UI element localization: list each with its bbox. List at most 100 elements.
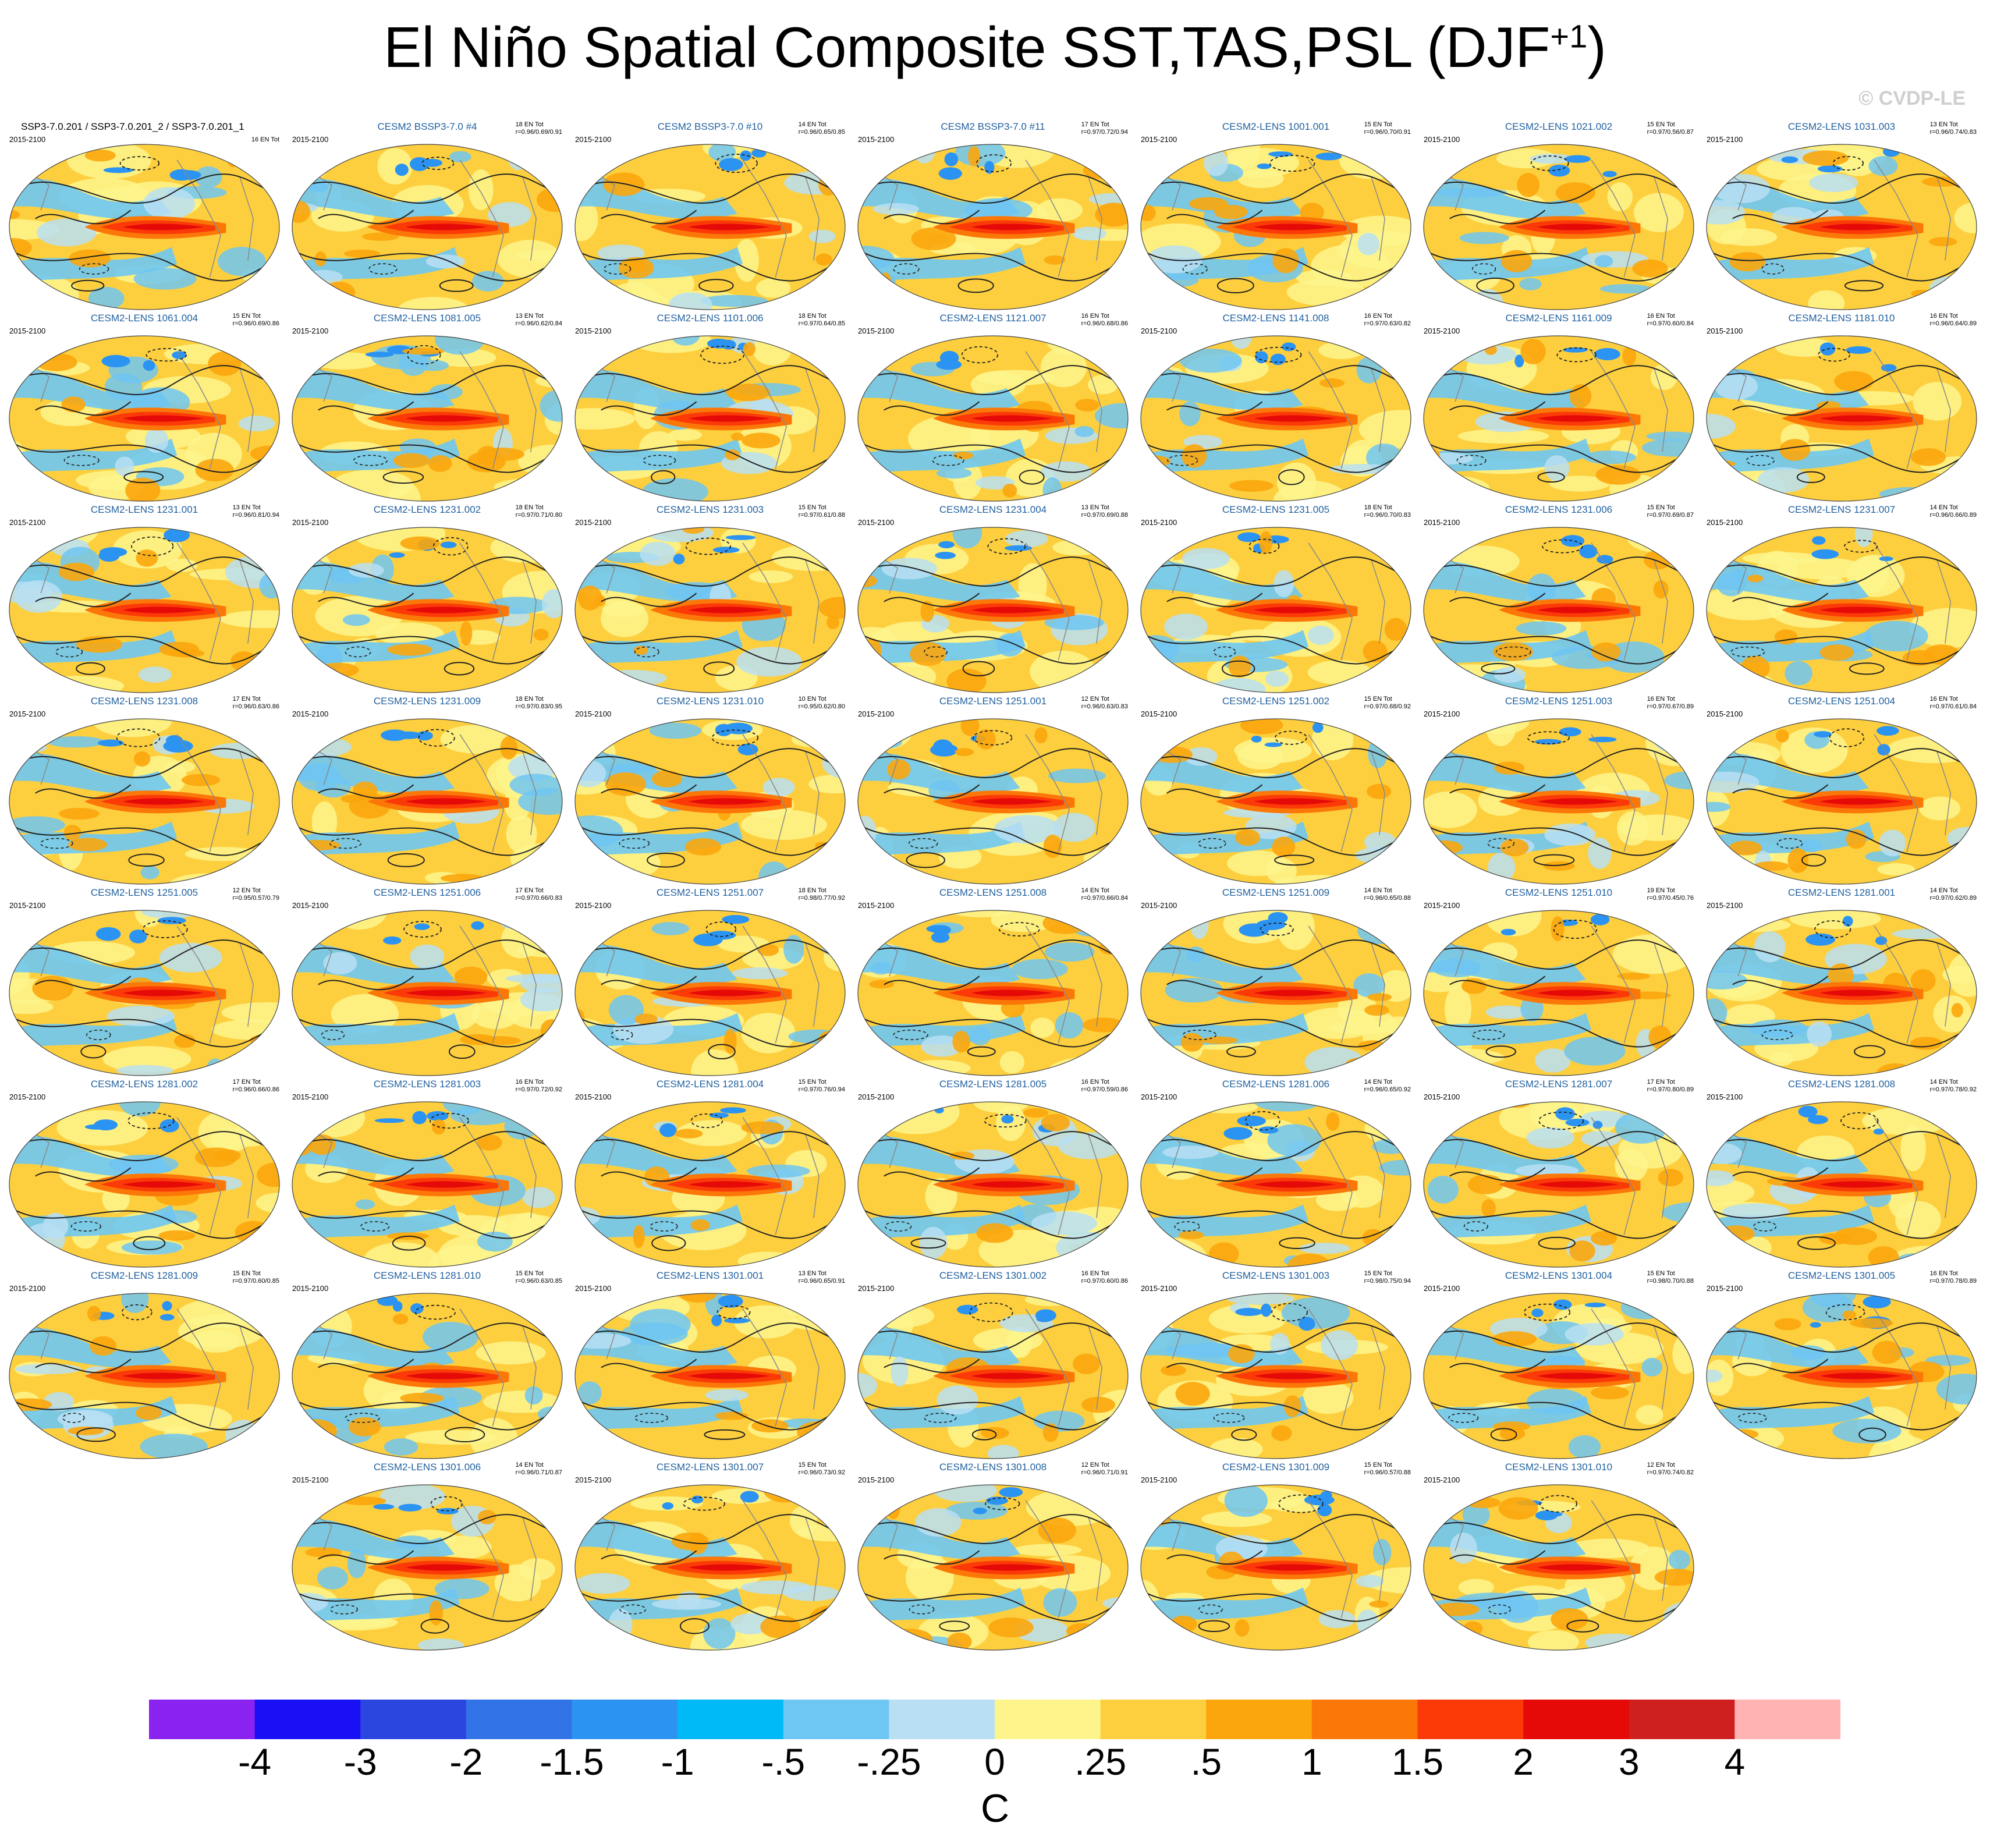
panel-count: 16 EN Tot r=0.97/0.60/0.84 <box>1647 313 1694 328</box>
panel-event-count: 14 EN Tot <box>1929 1079 1958 1086</box>
panel-period: 2015-2100 <box>858 1093 895 1101</box>
panel-period: 2015-2100 <box>9 518 46 527</box>
panel-title: CESM2-LENS 1031.003 <box>1787 121 1896 132</box>
panel-period: 2015-2100 <box>858 901 895 910</box>
panel-correlation: r=0.97/0.78/0.89 <box>1929 1278 1977 1285</box>
map-panel: CESM2-LENS 1301.002 2015-2100 16 EN Tot r=0… <box>854 1270 1131 1462</box>
panel-count: 13 EN Tot r=0.96/0.74/0.83 <box>1930 121 1977 136</box>
world-map <box>291 1292 563 1460</box>
panel-period: 2015-2100 <box>1707 327 1743 335</box>
panel-correlation: r=0.97/0.78/0.92 <box>1929 1086 1977 1093</box>
map-panel: CESM2-LENS 1251.002 2015-2100 15 EN Tot r=0… <box>1137 696 1414 888</box>
panel-correlation: r=0.96/0.63/0.85 <box>515 1278 562 1285</box>
panel-period: 2015-2100 <box>1707 710 1743 718</box>
world-map <box>1423 143 1695 311</box>
panel-count: 14 EN Tot r=0.96/0.65/0.88 <box>1364 887 1411 902</box>
world-map <box>8 1292 281 1460</box>
colorbar-swatch <box>1311 1700 1418 1739</box>
colorbar-swatch <box>149 1700 256 1739</box>
map-panel: CESM2-LENS 1251.007 2015-2100 18 EN Tot r=0… <box>572 887 849 1079</box>
panel-event-count: 10 EN Tot <box>798 696 826 703</box>
world-map <box>1705 335 1978 502</box>
panel-event-count: 16 EN Tot <box>1364 313 1392 320</box>
map-panel: CESM2-LENS 1301.007 2015-2100 15 EN Tot r=0… <box>572 1462 849 1654</box>
panel-period: 2015-2100 <box>1141 327 1177 335</box>
map-panel: CESM2-LENS 1231.003 2015-2100 15 EN Tot r=0… <box>572 504 849 696</box>
world-map <box>1423 1292 1695 1460</box>
colorbar <box>149 1700 1840 1739</box>
panel-period: 2015-2100 <box>858 518 895 527</box>
panel-period: 2015-2100 <box>1707 1284 1743 1293</box>
map-panel: CESM2-LENS 1301.006 2015-2100 14 EN Tot r=0… <box>289 1462 566 1654</box>
panel-correlation: r=0.97/0.60/0.86 <box>1081 1278 1128 1285</box>
panel-period: 2015-2100 <box>9 1093 46 1101</box>
panel-count: 16 EN Tot <box>251 136 279 144</box>
panel-title: CESM2-LENS 1301.003 <box>1222 1270 1330 1281</box>
panel-count: 12 EN Tot r=0.97/0.74/0.82 <box>1647 1462 1694 1477</box>
map-panel: CESM2-LENS 1081.005 2015-2100 13 EN Tot r=0… <box>289 313 566 505</box>
world-map <box>1705 143 1978 311</box>
panel-correlation: r=0.96/0.65/0.91 <box>798 1278 845 1285</box>
panel-event-count: 15 EN Tot <box>1647 504 1675 511</box>
panel-correlation: r=0.97/0.66/0.83 <box>515 895 562 902</box>
panel-count: 14 EN Tot r=0.97/0.62/0.89 <box>1930 887 1977 902</box>
colorbar-tick-label: -.5 <box>761 1741 806 1783</box>
panel-title: CESM2-LENS 1301.009 <box>1222 1462 1330 1473</box>
world-map <box>574 143 846 311</box>
panel-event-count: 18 EN Tot <box>515 121 544 128</box>
panel-event-count: 15 EN Tot <box>798 504 826 511</box>
panel-event-count: 15 EN Tot <box>1364 121 1392 128</box>
world-map <box>1140 909 1412 1077</box>
colorbar-swatch <box>1100 1700 1207 1739</box>
panel-correlation: r=0.97/0.63/0.82 <box>1364 320 1411 327</box>
panel-title: CESM2-LENS 1301.002 <box>939 1270 1047 1281</box>
panel-event-count: 17 EN Tot <box>515 887 544 894</box>
colorbar-swatch <box>889 1700 995 1739</box>
panel-event-count: 15 EN Tot <box>1364 1462 1392 1469</box>
panel-event-count: 18 EN Tot <box>1364 504 1392 511</box>
panel-count: 17 EN Tot r=0.97/0.66/0.83 <box>516 887 562 902</box>
world-map <box>574 1292 846 1460</box>
panel-title: CESM2-LENS 1251.005 <box>90 887 198 898</box>
map-panel: CESM2-LENS 1231.001 2015-2100 13 EN Tot r=0… <box>6 504 283 696</box>
panel-count: 14 EN Tot r=0.96/0.65/0.92 <box>1364 1079 1411 1094</box>
map-panel: CESM2-LENS 1251.009 2015-2100 14 EN Tot r=0… <box>1137 887 1414 1079</box>
panel-period: 2015-2100 <box>1141 1093 1177 1101</box>
panel-title: CESM2-LENS 1251.009 <box>1222 887 1330 898</box>
map-panel: CESM2-LENS 1281.001 2015-2100 14 EN Tot r=0… <box>1703 887 1980 1079</box>
panel-period: 2015-2100 <box>1141 901 1177 910</box>
panel-event-count: 13 EN Tot <box>515 313 544 320</box>
colorbar-tick-label: 0 <box>984 1741 1005 1783</box>
panel-period: 2015-2100 <box>292 327 329 335</box>
panel-correlation: r=0.97/0.74/0.82 <box>1647 1469 1694 1476</box>
panel-correlation: r=0.96/0.57/0.88 <box>1364 1469 1411 1476</box>
panel-count: 15 EN Tot r=0.97/0.69/0.87 <box>1647 504 1694 519</box>
panel-correlation: r=0.96/0.69/0.91 <box>515 129 562 136</box>
panel-title: CESM2-LENS 1301.008 <box>939 1462 1047 1473</box>
panel-correlation: r=0.96/0.63/0.83 <box>1081 703 1128 710</box>
panel-title: CESM2 BSSP3-7.0 #4 <box>377 121 477 132</box>
colorbar-tick-label: 4 <box>1724 1741 1746 1783</box>
panel-count: 16 EN Tot r=0.96/0.68/0.86 <box>1081 313 1128 328</box>
panel-event-count: 16 EN Tot <box>1081 313 1109 320</box>
world-map <box>1705 1101 1978 1268</box>
map-panel: CESM2-LENS 1301.008 2015-2100 12 EN Tot r=0… <box>854 1462 1131 1654</box>
world-map <box>1140 526 1412 694</box>
panel-period: 2015-2100 <box>1424 1284 1460 1293</box>
page-title: El Niño Spatial Composite SST,TAS,PSL (D… <box>384 15 1606 79</box>
panel-title: CESM2-LENS 1231.005 <box>1222 504 1330 515</box>
panel-count: 16 EN Tot r=0.97/0.61/0.84 <box>1930 696 1977 711</box>
panel-title: CESM2-LENS 1231.010 <box>656 696 764 707</box>
world-map <box>1140 143 1412 311</box>
map-panel: CESM2-LENS 1301.001 2015-2100 13 EN Tot r=0… <box>572 1270 849 1462</box>
panel-period: 2015-2100 <box>575 327 612 335</box>
world-map <box>8 143 281 311</box>
panel-period: 2015-2100 <box>292 710 329 718</box>
panel-title: CESM2-LENS 1231.002 <box>373 504 481 515</box>
map-panel: CESM2-LENS 1301.003 2015-2100 15 EN Tot r=0… <box>1137 1270 1414 1462</box>
map-panel: CESM2-LENS 1181.010 2015-2100 16 EN Tot r=0… <box>1703 313 1980 505</box>
panel-count: 13 EN Tot r=0.97/0.69/0.88 <box>1081 504 1128 519</box>
world-map <box>291 526 563 694</box>
map-panel: CESM2-LENS 1231.010 2015-2100 10 EN Tot r=0… <box>572 696 849 888</box>
panel-title: CESM2 BSSP3-7.0 #11 <box>941 121 1045 132</box>
